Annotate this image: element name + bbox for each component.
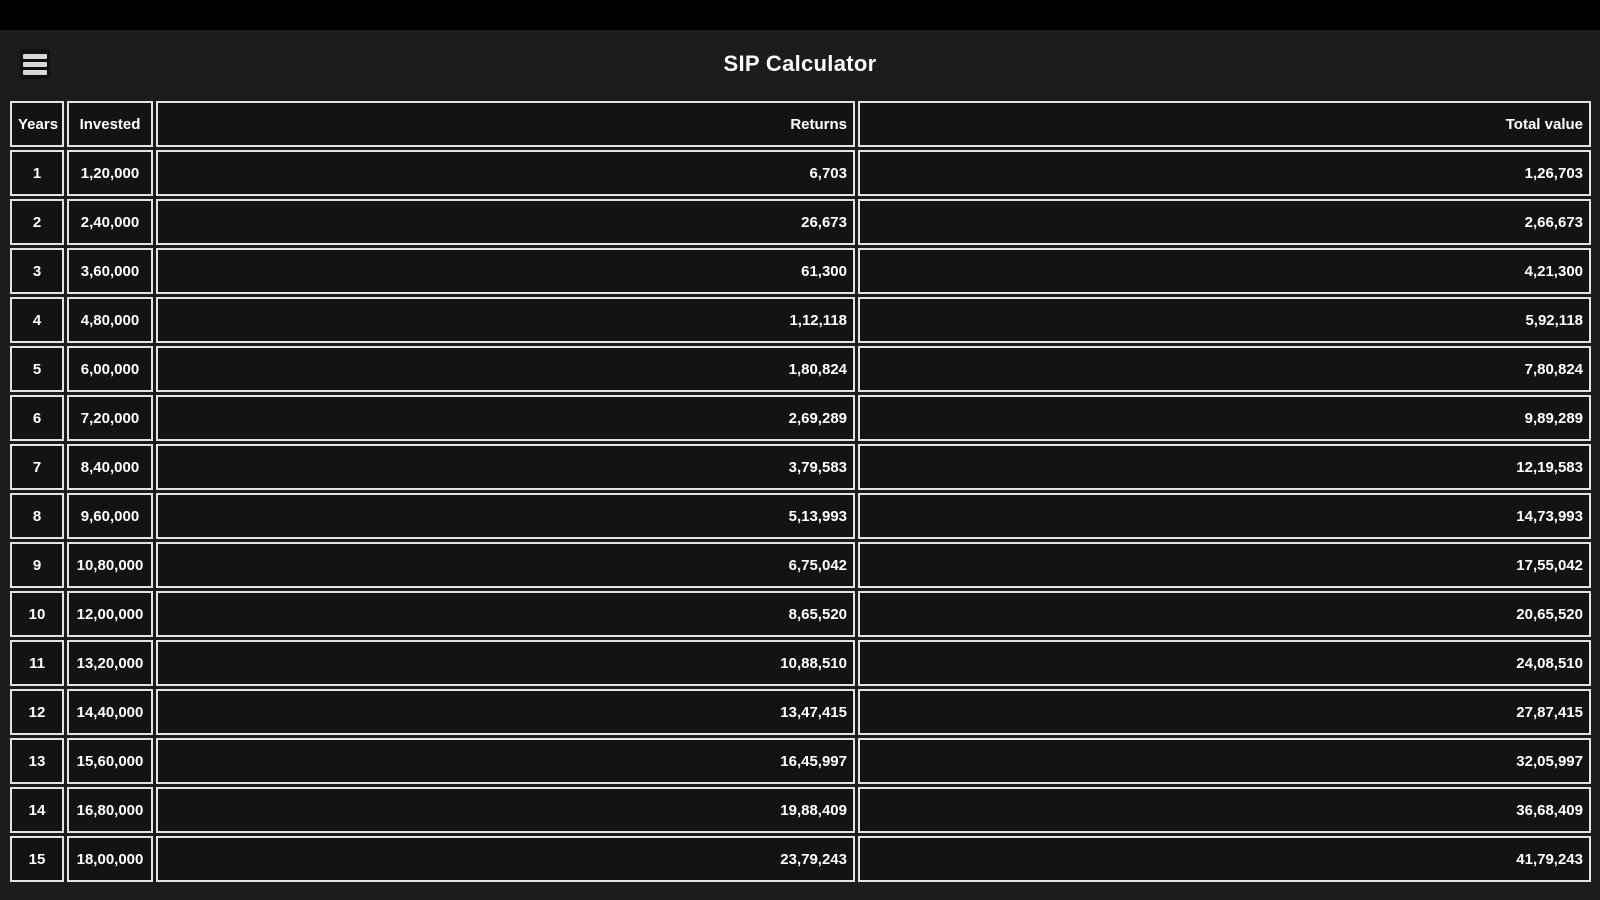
cell-total-value: 36,68,409 — [858, 787, 1591, 833]
cell-total-value: 12,19,583 — [858, 444, 1591, 490]
cell-returns: 2,69,289 — [156, 395, 855, 441]
cell-total-value: 5,92,118 — [858, 297, 1591, 343]
cell-returns: 6,75,042 — [156, 542, 855, 588]
column-header-total-value: Total value — [858, 101, 1591, 147]
cell-total-value: 2,66,673 — [858, 199, 1591, 245]
cell-invested: 6,00,000 — [67, 346, 153, 392]
cell-invested: 10,80,000 — [67, 542, 153, 588]
cell-invested: 2,40,000 — [67, 199, 153, 245]
cell-total-value: 32,05,997 — [858, 738, 1591, 784]
cell-years: 11 — [10, 640, 64, 686]
cell-returns: 1,12,118 — [156, 297, 855, 343]
cell-returns: 13,47,415 — [156, 689, 855, 735]
table-row: 2 2,40,000 26,673 2,66,673 — [10, 199, 1591, 245]
cell-invested: 12,00,000 — [67, 591, 153, 637]
table-row: 4 4,80,000 1,12,118 5,92,118 — [10, 297, 1591, 343]
cell-invested: 13,20,000 — [67, 640, 153, 686]
cell-years: 4 — [10, 297, 64, 343]
table-row: 7 8,40,000 3,79,583 12,19,583 — [10, 444, 1591, 490]
hamburger-bar — [23, 69, 47, 75]
table-row: 11 13,20,000 10,88,510 24,08,510 — [10, 640, 1591, 686]
cell-total-value: 17,55,042 — [858, 542, 1591, 588]
cell-years: 3 — [10, 248, 64, 294]
menu-button[interactable] — [20, 49, 50, 79]
cell-total-value: 20,65,520 — [858, 591, 1591, 637]
cell-returns: 1,80,824 — [156, 346, 855, 392]
column-header-years: Years — [10, 101, 64, 147]
cell-years: 14 — [10, 787, 64, 833]
cell-invested: 4,80,000 — [67, 297, 153, 343]
cell-total-value: 9,89,289 — [858, 395, 1591, 441]
table-row: 13 15,60,000 16,45,997 32,05,997 — [10, 738, 1591, 784]
table-row: 3 3,60,000 61,300 4,21,300 — [10, 248, 1591, 294]
cell-returns: 61,300 — [156, 248, 855, 294]
table-row: 1 1,20,000 6,703 1,26,703 — [10, 150, 1591, 196]
cell-years: 13 — [10, 738, 64, 784]
column-header-invested: Invested — [67, 101, 153, 147]
cell-invested: 15,60,000 — [67, 738, 153, 784]
hamburger-bar — [23, 61, 47, 67]
status-bar — [0, 0, 1600, 30]
cell-total-value: 4,21,300 — [858, 248, 1591, 294]
cell-invested: 7,20,000 — [67, 395, 153, 441]
cell-years: 6 — [10, 395, 64, 441]
cell-years: 1 — [10, 150, 64, 196]
cell-years: 12 — [10, 689, 64, 735]
cell-returns: 23,79,243 — [156, 836, 855, 882]
cell-invested: 14,40,000 — [67, 689, 153, 735]
cell-returns: 19,88,409 — [156, 787, 855, 833]
app-bar: SIP Calculator — [0, 30, 1600, 98]
cell-total-value: 7,80,824 — [858, 346, 1591, 392]
table-row: 6 7,20,000 2,69,289 9,89,289 — [10, 395, 1591, 441]
page-title: SIP Calculator — [723, 51, 877, 76]
cell-returns: 8,65,520 — [156, 591, 855, 637]
cell-returns: 5,13,993 — [156, 493, 855, 539]
hamburger-bar — [23, 53, 47, 59]
cell-total-value: 14,73,993 — [858, 493, 1591, 539]
cell-total-value: 1,26,703 — [858, 150, 1591, 196]
table-header-row: Years Invested Returns Total value — [10, 101, 1591, 147]
cell-invested: 8,40,000 — [67, 444, 153, 490]
cell-returns: 6,703 — [156, 150, 855, 196]
cell-returns: 3,79,583 — [156, 444, 855, 490]
table-row: 5 6,00,000 1,80,824 7,80,824 — [10, 346, 1591, 392]
cell-invested: 1,20,000 — [67, 150, 153, 196]
cell-total-value: 41,79,243 — [858, 836, 1591, 882]
cell-years: 15 — [10, 836, 64, 882]
cell-returns: 26,673 — [156, 199, 855, 245]
column-header-returns: Returns — [156, 101, 855, 147]
table-row: 14 16,80,000 19,88,409 36,68,409 — [10, 787, 1591, 833]
cell-years: 8 — [10, 493, 64, 539]
sip-results-table: Years Invested Returns Total value 1 1,2… — [7, 98, 1594, 885]
table-row: 8 9,60,000 5,13,993 14,73,993 — [10, 493, 1591, 539]
cell-invested: 16,80,000 — [67, 787, 153, 833]
cell-years: 10 — [10, 591, 64, 637]
table-row: 15 18,00,000 23,79,243 41,79,243 — [10, 836, 1591, 882]
cell-years: 9 — [10, 542, 64, 588]
cell-invested: 3,60,000 — [67, 248, 153, 294]
table-row: 10 12,00,000 8,65,520 20,65,520 — [10, 591, 1591, 637]
cell-invested: 9,60,000 — [67, 493, 153, 539]
cell-years: 2 — [10, 199, 64, 245]
cell-years: 7 — [10, 444, 64, 490]
cell-returns: 16,45,997 — [156, 738, 855, 784]
cell-total-value: 24,08,510 — [858, 640, 1591, 686]
table-row: 9 10,80,000 6,75,042 17,55,042 — [10, 542, 1591, 588]
cell-invested: 18,00,000 — [67, 836, 153, 882]
table-row: 12 14,40,000 13,47,415 27,87,415 — [10, 689, 1591, 735]
cell-years: 5 — [10, 346, 64, 392]
cell-total-value: 27,87,415 — [858, 689, 1591, 735]
cell-returns: 10,88,510 — [156, 640, 855, 686]
